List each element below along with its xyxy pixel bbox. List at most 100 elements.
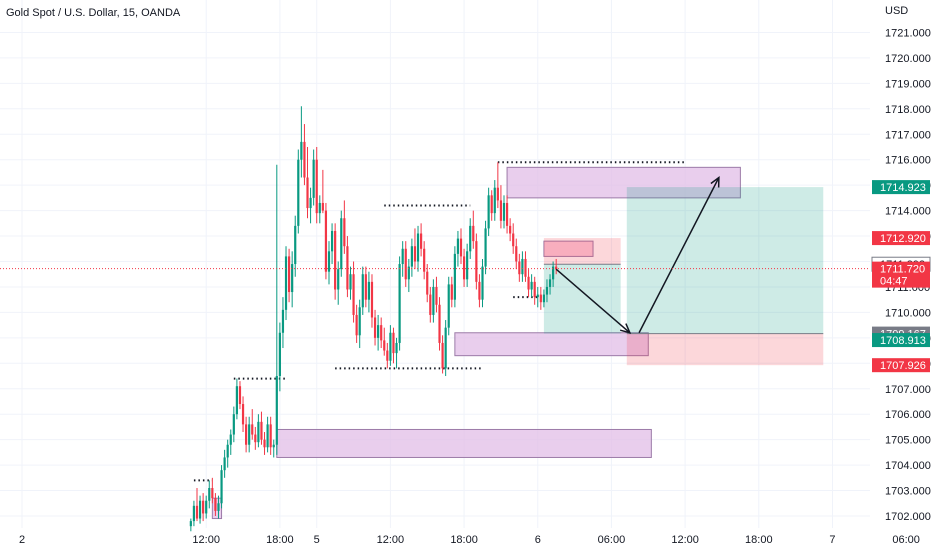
y-tick-label: 1714.000	[885, 206, 931, 218]
currency-label: USD	[885, 5, 908, 17]
candle-body	[505, 202, 509, 226]
candle-body	[361, 274, 364, 308]
candle-body	[303, 141, 306, 178]
short-position-risk	[543, 238, 621, 265]
candle-body	[232, 414, 235, 435]
arrow-up	[638, 177, 720, 334]
candle-body	[330, 230, 334, 252]
candle-body	[358, 307, 361, 336]
candle-body	[527, 276, 530, 290]
levels-layer[interactable]	[193, 161, 686, 482]
candle-body	[248, 424, 251, 445]
candle-body	[429, 294, 432, 315]
candle-body	[208, 488, 211, 501]
candle-body	[438, 304, 441, 343]
zones-layer[interactable]	[211, 166, 741, 520]
candle-body	[466, 251, 469, 280]
candle-body	[398, 264, 401, 343]
y-tick-label: 1716.000	[885, 155, 931, 167]
candle-body	[349, 274, 352, 290]
candle-body	[272, 444, 275, 448]
y-tick-label: 1707.000	[885, 384, 931, 396]
candle-body	[423, 248, 426, 272]
candle-body	[337, 269, 340, 290]
candle-body	[189, 521, 192, 527]
candle-body	[355, 314, 358, 336]
y-tick-label: 1717.000	[885, 129, 931, 141]
candle-body	[413, 246, 417, 262]
candle-body	[444, 327, 447, 369]
x-tick-label: 2	[19, 534, 25, 546]
candle-body	[499, 200, 503, 221]
candle-body	[192, 505, 196, 522]
candle-body	[266, 424, 269, 448]
candle-body	[284, 256, 288, 310]
price-tag-box	[872, 358, 930, 373]
candle-body	[373, 317, 377, 338]
candle-body	[214, 498, 217, 511]
candle-body	[254, 434, 257, 443]
candle-body	[324, 210, 328, 272]
candle-body	[334, 230, 337, 290]
candle-body	[539, 294, 542, 303]
small-zone-low	[211, 497, 223, 520]
candle-body	[496, 187, 499, 201]
candle-body	[229, 434, 232, 445]
y-tick-label: 1706.000	[885, 409, 931, 421]
candle-body	[524, 258, 527, 277]
short-position-reward	[543, 264, 621, 334]
candle-body	[281, 309, 285, 333]
candle-body	[205, 500, 208, 514]
price-tag-label: 1707.926	[880, 360, 926, 372]
candle-body	[478, 281, 481, 300]
x-tick-label: 12:00	[377, 534, 405, 546]
candle-body	[367, 281, 371, 300]
candle-body	[395, 342, 398, 354]
candle-body	[493, 187, 496, 214]
arrows-layer[interactable]	[555, 175, 720, 334]
candle-body	[364, 274, 367, 300]
candle-body	[327, 251, 331, 272]
candle-body	[321, 202, 324, 211]
y-tick-label: 1702.000	[885, 511, 931, 523]
price-tag-label: 1708.913	[880, 335, 926, 347]
candle-body	[456, 238, 460, 254]
candle-body	[202, 500, 205, 514]
y-tick-label: 1710.000	[885, 307, 931, 319]
candle-body	[441, 342, 444, 369]
x-tick-label: 5	[314, 534, 320, 546]
candle-body	[450, 284, 453, 300]
long-position-reward	[626, 187, 824, 334]
candle-body	[343, 218, 346, 247]
positions-layer[interactable]	[543, 187, 824, 366]
price-tag-label: 1714.923	[880, 182, 926, 194]
y-tick-label: 1720.000	[885, 53, 931, 65]
y-tick-label: 1704.000	[885, 460, 931, 472]
demand-zone-low	[276, 428, 652, 458]
candle-body	[530, 281, 533, 290]
arrow-down-head	[620, 323, 632, 334]
candle-body	[309, 197, 312, 209]
candle-body	[297, 159, 300, 226]
candle-body	[545, 286, 549, 295]
chart-title: Gold Spot / U.S. Dollar, 15, OANDA	[6, 7, 181, 19]
candle-body	[380, 325, 383, 341]
candle-body	[512, 233, 515, 247]
candle-body	[447, 284, 450, 328]
candle-body	[352, 274, 355, 315]
candle-body	[453, 253, 456, 300]
price-tag-label: 1711.720	[880, 264, 925, 276]
candle-body	[211, 488, 214, 499]
grid	[0, 0, 907, 528]
candle-body	[220, 470, 223, 504]
small-zone-top	[543, 240, 594, 257]
candle-body	[306, 177, 309, 209]
candle-body	[318, 202, 321, 214]
x-tick-label: 12:00	[192, 534, 220, 546]
x-tick-label: 18:00	[450, 534, 478, 546]
arrow-up-head	[710, 175, 720, 188]
price-tags: 1714.9231712.9201711.8931711.72004:47170…	[871, 180, 931, 373]
candle-body	[377, 325, 380, 338]
